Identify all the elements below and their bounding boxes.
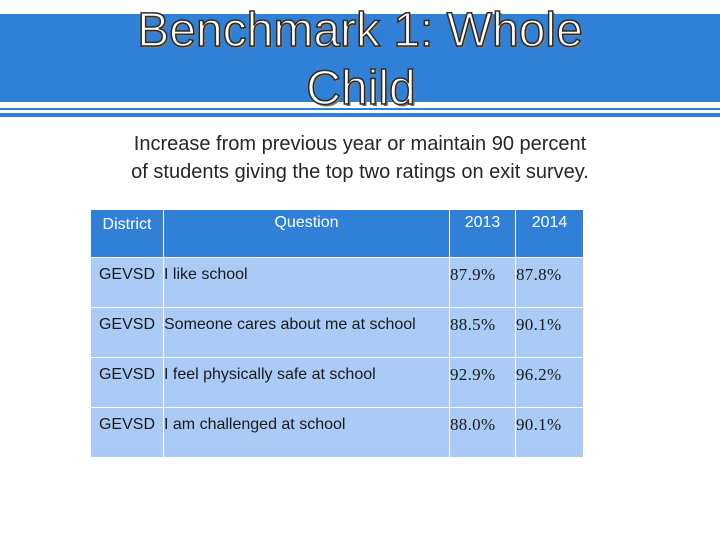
question-cell: I feel physically safe at school <box>163 357 450 408</box>
subtitle-line-2: of students giving the top two ratings o… <box>131 161 589 183</box>
value-2013-cell: 87.9% <box>449 257 516 308</box>
district-cell: GEVSD <box>90 257 164 308</box>
slide-title: Benchmark 1: Whole Child <box>0 2 720 118</box>
district-cell: GEVSD <box>90 407 164 458</box>
question-cell: Someone cares about me at school <box>163 307 450 358</box>
district-cell: GEVSD <box>90 357 164 408</box>
value-2014-cell: 87.8% <box>515 257 584 308</box>
benchmark-table: District Question 2013 2014 GEVSD I like… <box>90 209 584 458</box>
district-cell: GEVSD <box>90 307 164 358</box>
slide-title-line-2: Child <box>306 61 417 116</box>
header-question: Question <box>163 209 450 258</box>
value-2014-cell: 90.1% <box>515 307 584 358</box>
header-district: District <box>90 209 164 258</box>
value-2014-cell: 96.2% <box>515 357 584 408</box>
slide-subtitle: Increase from previous year or maintain … <box>40 130 680 186</box>
value-2014-cell: 90.1% <box>515 407 584 458</box>
slide-title-line-1: Benchmark 1: Whole <box>136 3 583 58</box>
table-header-row: District Question 2013 2014 <box>90 209 584 258</box>
question-cell: I like school <box>163 257 450 308</box>
title-divider-line <box>0 108 720 110</box>
table-row: GEVSD I feel physically safe at school 9… <box>90 357 584 408</box>
header-2014: 2014 <box>515 209 584 258</box>
title-divider-line-thick <box>0 113 720 117</box>
header-2013: 2013 <box>449 209 516 258</box>
value-2013-cell: 88.0% <box>449 407 516 458</box>
question-cell: I am challenged at school <box>163 407 450 458</box>
value-2013-cell: 92.9% <box>449 357 516 408</box>
table-row: GEVSD I like school 87.9% 87.8% <box>90 257 584 308</box>
table-row: GEVSD Someone cares about me at school 8… <box>90 307 584 358</box>
subtitle-line-1: Increase from previous year or maintain … <box>133 133 587 155</box>
table-row: GEVSD I am challenged at school 88.0% 90… <box>90 407 584 458</box>
title-band: Benchmark 1: Whole Child <box>0 3 720 116</box>
value-2013-cell: 88.5% <box>449 307 516 358</box>
